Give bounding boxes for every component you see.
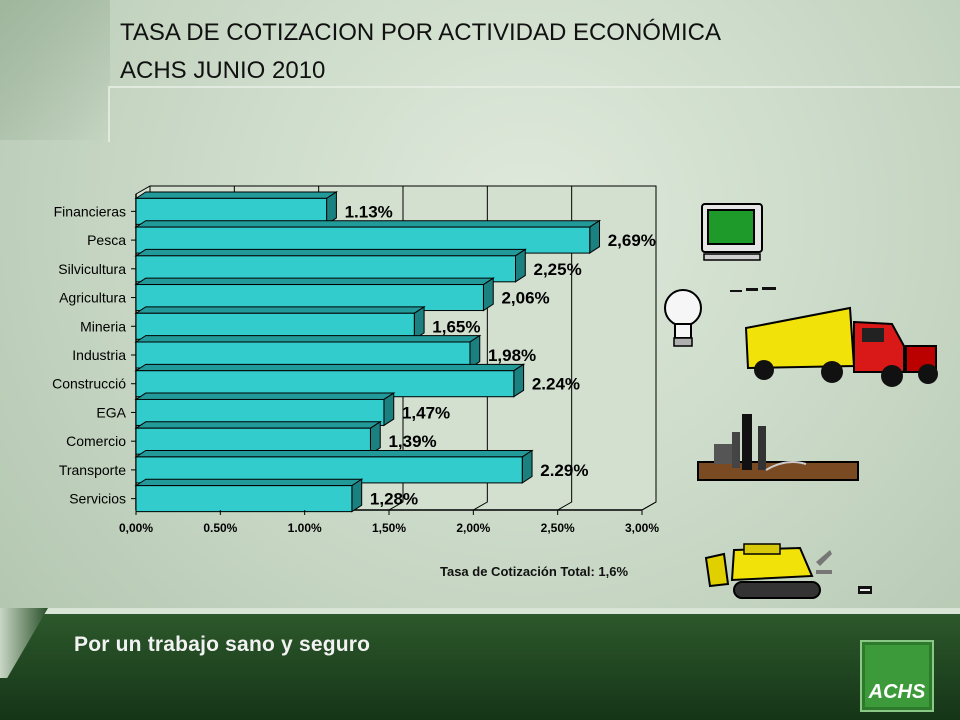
title-line-1: TASA DE COTIZACION POR ACTIVIDAD ECONÓMI… [120,19,721,46]
category-label: Industria [72,347,126,363]
category-label: EGA [96,404,126,420]
data-label: 1,65% [432,317,480,336]
frame-line [110,86,960,88]
category-label: Construcció [52,376,126,392]
bar-side [589,219,601,255]
data-label: 1,98% [488,346,536,365]
bar-side [413,305,425,341]
data-label: 2,06% [501,289,549,308]
total-rate-note: Tasa de Cotización Total: 1,6% [440,564,629,579]
bar [135,341,471,369]
bar [135,226,591,254]
mining-plant-icon [697,414,859,481]
category-label: Transporte [59,462,126,478]
bar-top [134,363,526,372]
bar-top [134,277,495,286]
bar [135,485,353,513]
bar-side [369,420,381,456]
category-label: Pesca [87,232,126,248]
bar-top [134,392,396,400]
footer-bevel [40,608,960,614]
data-label: 2,69% [608,231,656,250]
data-label: 1,39% [388,432,436,451]
bar-top [134,335,482,343]
light-bulb-icon [664,289,702,347]
bar [135,427,371,455]
x-tick-label: 0.50% [203,521,237,535]
category-label: Financieras [54,203,126,219]
achs-logo: ACHS [860,640,934,712]
data-label: 2.29% [540,461,588,480]
bar-top [134,191,339,199]
x-tick-label: 2,00% [456,521,490,535]
page-title: TASA DE COTIZACION POR ACTIVIDAD ECONÓMI… [120,14,721,90]
x-tick-label: 2,50% [541,521,575,535]
corner-shade [0,0,110,140]
data-label: 2,25% [534,260,582,279]
bar-side [513,363,525,398]
category-label: Servicios [69,491,126,507]
bar-side [521,449,533,484]
frame-line-vertical [108,86,110,142]
bar-side [469,334,481,369]
bar-top [134,220,602,228]
bar-side [515,248,526,283]
bar-top [134,478,364,487]
bar [135,284,484,312]
exhaust-marks-icon [816,550,872,594]
category-label: Mineria [80,318,126,334]
bar [135,456,523,484]
x-tick-label: 1.00% [288,521,322,535]
bar-side [482,277,494,312]
category-label: Comercio [66,433,126,449]
gridline [641,186,657,511]
bar-chart: Financieras Pesca Silvicultura Agricultura M… [52,185,659,535]
x-tick-label: 0,00% [119,521,153,535]
bar-top [134,421,382,429]
computer-icon [701,203,763,261]
x-tick-label: 3,00% [625,521,659,535]
bar-side [383,392,395,427]
bar-side [351,478,363,513]
title-line-2: ACHS JUNIO 2010 [120,57,326,84]
bar-side [326,191,337,226]
bulldozer-icon [704,543,821,599]
data-label: 1.13% [345,202,393,221]
achs-logo-text: ACHS [868,681,926,703]
data-label: 2.24% [532,375,580,394]
bar-top [134,450,534,458]
footer-band [0,608,960,720]
footer-slogan: Por un trabajo sano y seguro [74,633,371,656]
data-label: 1,47% [402,403,450,422]
bar [135,197,328,225]
bar-top [134,306,426,314]
dash-marks-icon [730,287,776,292]
truck-icon [744,306,938,387]
x-tick-label: 1,50% [372,521,406,535]
bar-top [134,248,527,257]
category-label: Silvicultura [58,261,126,277]
category-label: Agricultura [59,290,126,306]
data-label: 1,28% [370,490,418,509]
gridline [557,186,573,511]
